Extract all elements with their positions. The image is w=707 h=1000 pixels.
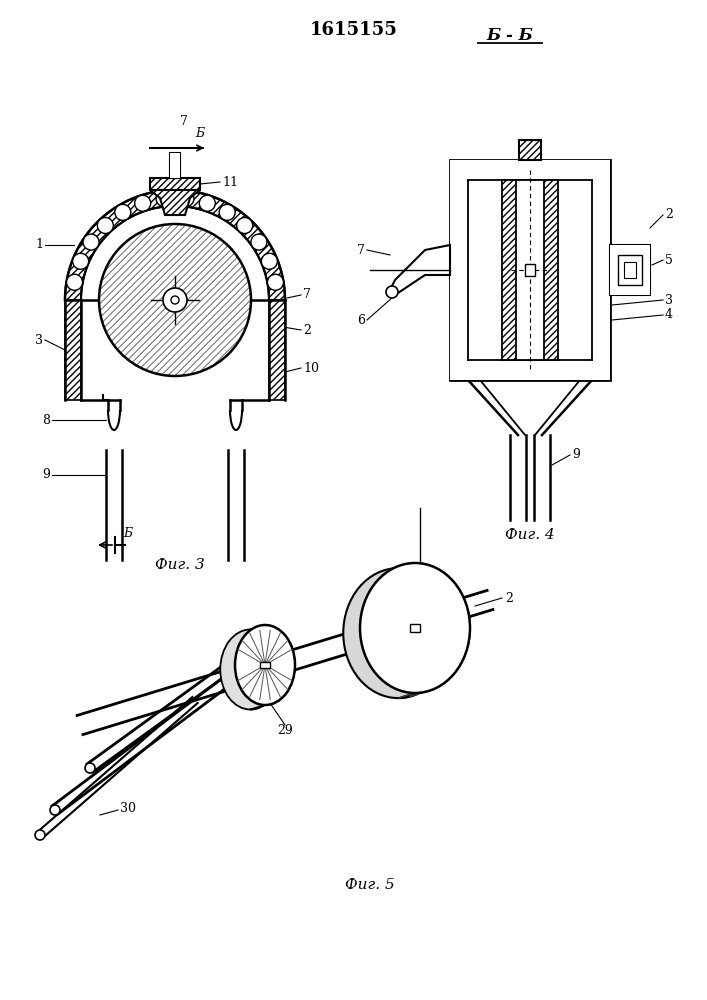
Text: 1: 1 (35, 238, 43, 251)
Text: Б - Б: Б - Б (486, 26, 534, 43)
Circle shape (262, 253, 277, 269)
Polygon shape (592, 160, 610, 380)
Circle shape (251, 234, 267, 250)
Polygon shape (519, 140, 541, 160)
Text: 29: 29 (277, 724, 293, 736)
Polygon shape (390, 245, 450, 295)
Polygon shape (450, 160, 468, 380)
Text: 10: 10 (303, 361, 319, 374)
Circle shape (219, 204, 235, 220)
Polygon shape (610, 245, 650, 295)
Circle shape (85, 763, 95, 773)
Text: 9: 9 (440, 632, 448, 645)
Circle shape (171, 296, 179, 304)
Circle shape (98, 217, 113, 233)
Polygon shape (150, 178, 200, 190)
Circle shape (163, 288, 187, 312)
Ellipse shape (360, 563, 470, 693)
Text: Фиг. 3: Фиг. 3 (155, 558, 205, 572)
Polygon shape (468, 360, 592, 380)
Circle shape (156, 191, 172, 207)
Circle shape (237, 217, 252, 233)
Text: 2: 2 (303, 324, 311, 336)
Polygon shape (450, 160, 610, 180)
Text: 7: 7 (180, 115, 188, 128)
Polygon shape (269, 300, 285, 400)
Text: 7: 7 (357, 243, 365, 256)
Text: 2: 2 (665, 209, 673, 222)
Ellipse shape (235, 625, 295, 705)
Polygon shape (150, 190, 200, 215)
Polygon shape (468, 380, 525, 435)
Polygon shape (502, 180, 558, 360)
Text: Фиг. 5: Фиг. 5 (345, 878, 395, 892)
Text: Фиг. 4: Фиг. 4 (505, 528, 555, 542)
Circle shape (73, 253, 88, 269)
Circle shape (267, 274, 284, 290)
Text: 5: 5 (665, 253, 673, 266)
Circle shape (35, 830, 45, 840)
Circle shape (386, 286, 398, 298)
Polygon shape (250, 625, 295, 709)
Text: 30: 30 (120, 802, 136, 814)
Circle shape (83, 234, 99, 250)
Polygon shape (535, 380, 592, 435)
Polygon shape (624, 262, 636, 278)
Circle shape (199, 195, 216, 211)
Text: 11: 11 (222, 176, 238, 188)
Text: 3: 3 (665, 294, 673, 306)
Circle shape (50, 805, 60, 815)
Polygon shape (65, 300, 81, 400)
Text: 2: 2 (505, 591, 513, 604)
Text: 7: 7 (303, 288, 311, 302)
Polygon shape (398, 563, 470, 698)
Polygon shape (450, 160, 610, 380)
Bar (410, 624, 420, 632)
Polygon shape (170, 153, 180, 178)
Bar (525, 264, 535, 276)
Text: 9: 9 (572, 448, 580, 462)
Polygon shape (516, 180, 544, 360)
Ellipse shape (344, 568, 453, 698)
Text: 1615155: 1615155 (310, 21, 398, 39)
Polygon shape (610, 245, 650, 295)
Circle shape (99, 224, 251, 376)
Text: 8: 8 (42, 414, 50, 426)
Text: 6: 6 (357, 314, 365, 326)
Text: 9: 9 (42, 468, 50, 482)
Circle shape (66, 274, 83, 290)
Ellipse shape (221, 629, 280, 709)
Text: Б: Б (123, 527, 132, 540)
Text: 3: 3 (35, 334, 43, 347)
Circle shape (135, 195, 151, 211)
Circle shape (178, 191, 194, 207)
Bar (260, 662, 270, 668)
Text: Б: Б (195, 127, 204, 140)
Polygon shape (65, 190, 285, 300)
Polygon shape (618, 255, 642, 285)
Text: 4: 4 (665, 308, 673, 322)
Polygon shape (170, 153, 180, 178)
Circle shape (115, 204, 131, 220)
